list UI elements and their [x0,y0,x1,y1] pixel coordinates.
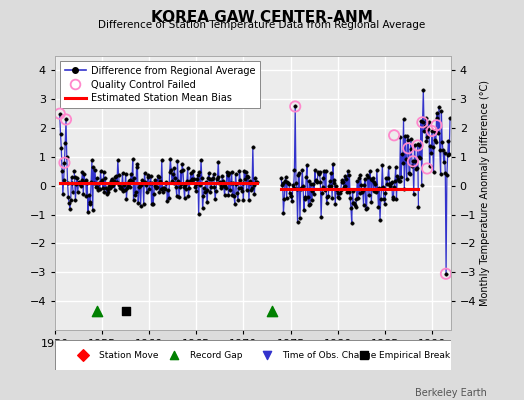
Point [428,128,436,134]
Point [432,122,441,128]
Y-axis label: Monthly Temperature Anomaly Difference (°C): Monthly Temperature Anomaly Difference (… [481,80,490,306]
Point [122,308,130,314]
Point [404,145,412,152]
Point [93,308,102,314]
Point [263,352,271,358]
Text: Empirical Break: Empirical Break [379,350,451,360]
Text: Berkeley Earth: Berkeley Earth [416,388,487,398]
FancyBboxPatch shape [55,340,451,370]
Point [79,352,87,358]
Point [390,132,398,138]
Point [291,103,299,110]
Point [56,110,64,117]
Point [267,308,276,314]
Point [409,158,417,164]
Point [418,119,427,126]
Point [60,160,69,166]
Point [359,352,368,358]
Text: Station Move: Station Move [99,350,158,360]
Text: Record Gap: Record Gap [190,350,242,360]
Point [423,165,431,172]
Point [62,116,70,123]
Text: Time of Obs. Change: Time of Obs. Change [282,350,377,360]
Legend: Difference from Regional Average, Quality Control Failed, Estimated Station Mean: Difference from Regional Average, Qualit… [60,61,260,108]
Text: Difference of Station Temperature Data from Regional Average: Difference of Station Temperature Data f… [99,20,425,30]
Point [442,270,450,277]
Text: KOREA GAW CENTER-ANM: KOREA GAW CENTER-ANM [151,10,373,25]
Point [169,352,178,358]
Point [413,142,422,149]
